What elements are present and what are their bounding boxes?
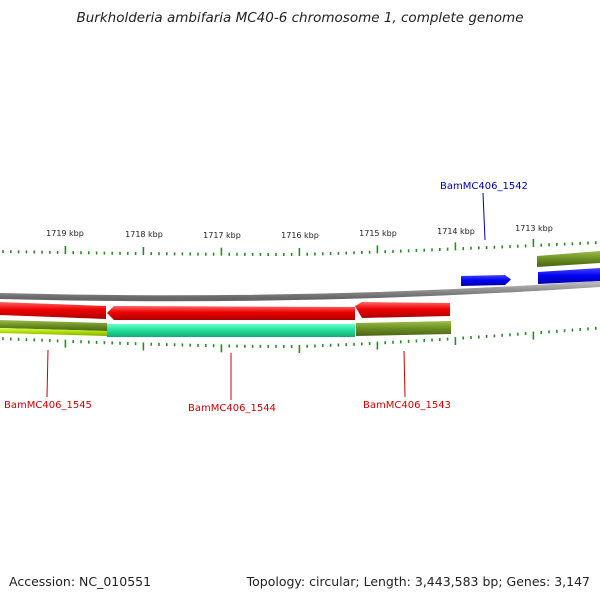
feature-track-olive xyxy=(537,251,600,267)
feature-track-olive xyxy=(0,320,107,331)
scale-ticks-lower xyxy=(2,326,597,353)
feature-track-aqua xyxy=(107,324,355,337)
gene-label[interactable]: BamMC406_1545 xyxy=(4,400,92,411)
leader-line xyxy=(403,350,406,398)
accession-label: Accession: NC_010551 xyxy=(9,574,152,589)
gene-bar-reverse[interactable] xyxy=(0,302,106,319)
gene-bar-forward[interactable] xyxy=(538,268,600,284)
feature-track-lime xyxy=(0,328,107,336)
scale-ticks-upper xyxy=(2,239,597,256)
scale-label: 1713 kbp xyxy=(515,224,553,233)
gene-label[interactable]: BamMC406_1542 xyxy=(440,181,528,192)
gene-label[interactable]: BamMC406_1543 xyxy=(363,400,451,411)
scale-label: 1718 kbp xyxy=(125,230,163,239)
scale-label: 1719 kbp xyxy=(46,229,84,238)
gene-bar-reverse[interactable] xyxy=(355,302,450,318)
scale-label: 1717 kbp xyxy=(203,231,241,240)
scale-labels: 1719 kbp 1718 kbp 1717 kbp 1716 kbp 1715… xyxy=(46,224,553,240)
scale-label: 1714 kbp xyxy=(437,227,475,236)
scale-label: 1715 kbp xyxy=(359,229,397,238)
genome-summary: Topology: circular; Length: 3,443,583 bp… xyxy=(246,574,590,589)
scale-label: 1716 kbp xyxy=(281,231,319,240)
genome-backbone xyxy=(0,281,600,302)
gene-bar-reverse[interactable] xyxy=(107,306,355,320)
gene-bar-forward[interactable] xyxy=(461,275,511,286)
map-title: Burkholderia ambifaria MC40-6 chromosome… xyxy=(76,10,524,26)
feature-track-olive xyxy=(356,321,451,336)
gene-label[interactable]: BamMC406_1544 xyxy=(188,403,276,414)
leader-line xyxy=(482,192,486,241)
leader-line xyxy=(46,349,49,398)
